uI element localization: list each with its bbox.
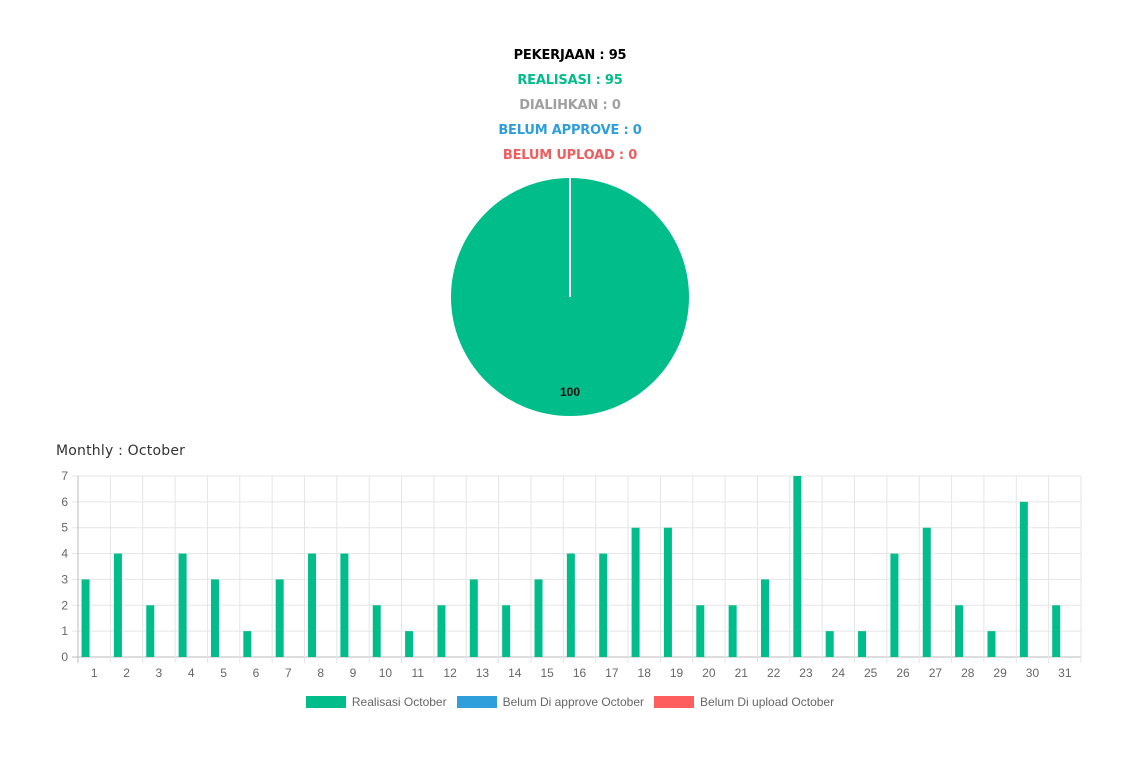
legend-label-belum-approve: Belum Di approve October <box>502 695 645 709</box>
x-tick-label: 15 <box>540 666 554 680</box>
bar[interactable] <box>210 579 219 657</box>
legend-swatch-realisasi <box>305 696 346 708</box>
x-tick-label: 16 <box>573 666 587 680</box>
x-tick-label: 21 <box>735 666 749 680</box>
bar[interactable] <box>761 579 770 657</box>
bar[interactable] <box>858 631 867 657</box>
bar[interactable] <box>728 605 737 657</box>
bar[interactable] <box>825 631 834 657</box>
bar[interactable] <box>663 527 672 657</box>
bar[interactable] <box>437 605 446 657</box>
summary-belum-approve: BELUM APPROVE : 0 <box>498 123 642 138</box>
bar-legend: Realisasi October Belum Di approve Octob… <box>0 695 1140 709</box>
bar[interactable] <box>372 605 381 657</box>
y-tick-label: 5 <box>61 521 68 535</box>
bar[interactable] <box>469 579 478 657</box>
x-tick-label: 7 <box>285 666 292 680</box>
x-tick-label: 10 <box>379 666 393 680</box>
bar[interactable] <box>987 631 996 657</box>
y-tick-label: 2 <box>61 598 68 612</box>
x-tick-label: 3 <box>156 666 163 680</box>
bar[interactable] <box>146 605 155 657</box>
x-tick-label: 9 <box>350 666 357 680</box>
x-tick-label: 14 <box>508 666 522 680</box>
x-tick-label: 27 <box>929 666 943 680</box>
x-tick-label: 12 <box>443 666 457 680</box>
x-tick-label: 22 <box>767 666 781 680</box>
y-tick-label: 0 <box>61 650 68 664</box>
y-tick-label: 3 <box>61 572 68 586</box>
y-tick-label: 7 <box>61 469 68 483</box>
x-tick-label: 4 <box>188 666 195 680</box>
y-tick-label: 4 <box>61 547 68 561</box>
bar[interactable] <box>534 579 543 657</box>
x-tick-label: 26 <box>896 666 910 680</box>
bar[interactable] <box>631 527 640 657</box>
summary-dialihkan: DIALIHKAN : 0 <box>519 98 621 113</box>
legend-swatch-belum-approve <box>456 696 497 708</box>
legend-item-belum-approve[interactable]: Belum Di approve October <box>456 695 645 709</box>
legend-label-realisasi: Realisasi October <box>351 695 447 709</box>
bar[interactable] <box>340 553 349 657</box>
x-tick-label: 1 <box>91 666 98 680</box>
x-tick-label: 20 <box>702 666 716 680</box>
x-tick-label: 24 <box>832 666 846 680</box>
x-tick-label: 11 <box>411 666 424 680</box>
y-tick-label: 6 <box>61 495 68 509</box>
x-tick-label: 30 <box>1026 666 1040 680</box>
bar[interactable] <box>890 553 899 657</box>
bar[interactable] <box>566 553 575 657</box>
y-tick-label: 1 <box>61 624 68 638</box>
x-tick-label: 2 <box>123 666 130 680</box>
summary-pekerjaan: PEKERJAAN : 95 <box>513 48 627 63</box>
bar[interactable] <box>793 476 802 657</box>
x-tick-label: 13 <box>476 666 490 680</box>
x-tick-label: 25 <box>864 666 878 680</box>
bar[interactable] <box>308 553 317 657</box>
bar[interactable] <box>178 553 187 657</box>
pie-chart: 100 <box>451 178 689 416</box>
bar[interactable] <box>275 579 284 657</box>
bar[interactable] <box>1019 501 1028 657</box>
x-tick-label: 31 <box>1058 666 1072 680</box>
x-tick-label: 23 <box>799 666 813 680</box>
x-tick-label: 6 <box>253 666 260 680</box>
summary-realisasi: REALISASI : 95 <box>517 73 623 88</box>
bar[interactable] <box>599 553 608 657</box>
bar[interactable] <box>922 527 931 657</box>
legend-item-belum-upload[interactable]: Belum Di upload October <box>654 695 834 709</box>
x-tick-label: 17 <box>605 666 619 680</box>
x-tick-label: 29 <box>993 666 1007 680</box>
summary-belum-upload: BELUM UPLOAD : 0 <box>502 148 638 163</box>
x-tick-label: 18 <box>638 666 652 680</box>
bar[interactable] <box>113 553 122 657</box>
bar[interactable] <box>502 605 511 657</box>
bar[interactable] <box>405 631 414 657</box>
legend-item-realisasi[interactable]: Realisasi October <box>305 695 447 709</box>
bar[interactable] <box>243 631 252 657</box>
bar[interactable] <box>81 579 90 657</box>
x-tick-label: 28 <box>961 666 975 680</box>
x-tick-label: 8 <box>317 666 324 680</box>
pie-slice-label: 100 <box>560 385 580 399</box>
legend-label-belum-upload: Belum Di upload October <box>700 695 835 709</box>
bar[interactable] <box>1052 605 1061 657</box>
monthly-title: Monthly : October <box>56 443 186 459</box>
x-tick-label: 5 <box>220 666 227 680</box>
legend-swatch-belum-upload <box>654 696 695 708</box>
summary-panel: PEKERJAAN : 95 REALISASI : 95 DIALIHKAN … <box>0 43 1140 168</box>
bar[interactable] <box>696 605 705 657</box>
bar[interactable] <box>955 605 964 657</box>
x-tick-label: 19 <box>670 666 684 680</box>
